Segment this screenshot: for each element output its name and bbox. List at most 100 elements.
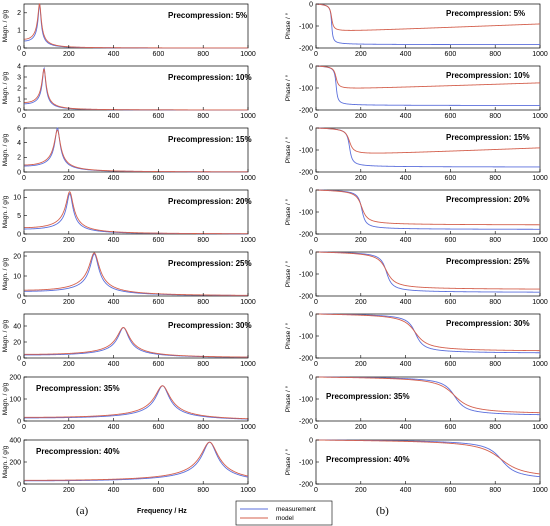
magnitude-x-tick-label: 600 <box>153 487 165 494</box>
phase-y-axis-label: Phase / ° <box>284 322 292 349</box>
phase-x-tick-label: 800 <box>489 51 501 58</box>
phase-y-tick-label: -100 <box>299 147 313 154</box>
magnitude-y-tick-label: 0 <box>17 293 21 300</box>
phase-x-tick-label: 200 <box>355 361 367 368</box>
magnitude-series-model <box>24 385 249 420</box>
phase-x-tick-label: 400 <box>400 424 412 431</box>
phase-x-tick-label: 600 <box>445 175 457 182</box>
magnitude-x-tick-label: 1000 <box>240 487 256 494</box>
magnitude-x-tick-label: 200 <box>63 487 75 494</box>
phase-x-tick-label: 400 <box>400 361 412 368</box>
magnitude-y-tick-label: 10 <box>13 195 21 202</box>
phase-x-tick-label: 0 <box>314 51 318 58</box>
row-4: 0 5 10 0 200 400 600 800 1000 Magn. / g/g Precompr… <box>2 187 548 244</box>
phase-series-model <box>315 127 541 154</box>
magnitude-panel: 0 100 200 0 200 400 600 800 1000 Magn. / g/g Preco… <box>2 374 256 431</box>
magnitude-series-model <box>24 191 248 235</box>
magnitude-y-tick-label: 4 <box>17 140 21 147</box>
phase-annotation: Precompression: 5% <box>446 9 525 18</box>
magnitude-panel: 0 2 4 6 0 200 400 600 800 1000 Magn. / g/g Precompr… <box>2 125 256 182</box>
magnitude-y-tick-label: 10 <box>13 273 21 280</box>
magnitude-x-tick-label: 600 <box>153 51 165 58</box>
magnitude-x-tick-label: 400 <box>108 299 120 306</box>
magnitude-x-tick-label: 600 <box>153 361 165 368</box>
phase-panel: -200 -100 0 0 200 400 600 800 1000 Phase / ° Preco… <box>284 63 548 120</box>
magnitude-x-tick-label: 200 <box>63 237 75 244</box>
magnitude-y-tick-label: 5 <box>17 213 21 220</box>
legend-box <box>235 500 333 526</box>
phase-axes-frame <box>315 127 541 173</box>
magnitude-y-tick-label: 0 <box>17 418 21 425</box>
phase-y-tick-label: -200 <box>299 355 313 362</box>
phase-y-axis-label: Phase / ° <box>284 74 292 101</box>
phase-x-tick-label: 600 <box>445 299 457 306</box>
row-7: 0 100 200 0 200 400 600 800 1000 Magn. / g/g Preco… <box>2 374 548 431</box>
phase-y-tick-label: -100 <box>299 396 313 403</box>
phase-y-tick-label: -200 <box>299 107 313 114</box>
magnitude-series-model <box>24 129 248 173</box>
magnitude-x-tick-label: 800 <box>197 175 209 182</box>
magnitude-y-tick-label: 2 <box>17 10 21 17</box>
magnitude-axes-frame <box>23 439 249 485</box>
legend-label-model: model <box>276 515 294 522</box>
row-2: 0 1 2 3 4 0 200 400 600 800 1000 Magn. / g/g Precomp… <box>2 63 548 120</box>
magnitude-annotation: Precompression: 20% <box>168 197 252 206</box>
magnitude-panel: 0 1 2 0 200 400 600 800 1000 Magn. / g/g Precompre… <box>2 2 256 58</box>
phase-y-tick-label: 0 <box>309 374 313 381</box>
magnitude-axes-frame <box>23 189 249 235</box>
magnitude-x-tick-label: 200 <box>63 361 75 368</box>
panel-label-left: (a) <box>76 505 89 517</box>
phase-panel: -200 -100 0 0 200 400 600 800 1000 Phase / ° Preco… <box>284 437 548 494</box>
phase-x-tick-label: 0 <box>314 487 318 494</box>
magnitude-x-tick-label: 800 <box>197 299 209 306</box>
magnitude-x-tick-label: 200 <box>63 299 75 306</box>
phase-x-tick-label: 600 <box>445 237 457 244</box>
phase-panel: -200 -100 0 0 200 400 600 800 1000 Phase / ° Preco… <box>284 125 548 182</box>
magnitude-y-tick-label: 0 <box>17 231 21 238</box>
magnitude-series-model <box>24 252 249 296</box>
magnitude-x-tick-label: 0 <box>22 175 26 182</box>
phase-panel: -200 -100 0 0 200 400 600 800 1000 Phase / ° Preco… <box>284 187 548 244</box>
phase-series-model <box>315 313 540 352</box>
phase-x-tick-label: 200 <box>355 51 367 58</box>
phase-x-tick-label: 400 <box>400 487 412 494</box>
phase-annotation: Precompression: 35% <box>326 392 410 401</box>
phase-x-tick-label: 400 <box>400 299 412 306</box>
phase-series-model <box>315 65 541 89</box>
magnitude-y-tick-label: 0 <box>17 355 21 362</box>
magnitude-x-tick-label: 0 <box>22 113 26 120</box>
phase-series-measurement <box>316 189 540 230</box>
magnitude-annotation: Precompression: 40% <box>36 447 120 456</box>
magnitude-x-tick-label: 200 <box>63 424 75 431</box>
phase-x-tick-label: 600 <box>445 113 457 120</box>
magnitude-x-tick-label: 600 <box>153 237 165 244</box>
phase-x-tick-label: 1000 <box>532 487 548 494</box>
phase-y-tick-label: 0 <box>309 311 313 318</box>
magnitude-axes-frame <box>23 376 249 422</box>
phase-y-tick-label: -100 <box>299 209 313 216</box>
phase-annotation: Precompression: 15% <box>446 133 530 142</box>
magnitude-x-tick-label: 0 <box>22 424 26 431</box>
magnitude-x-tick-label: 0 <box>22 487 26 494</box>
magnitude-x-tick-label: 1000 <box>240 361 256 368</box>
magnitude-axes-frame <box>23 251 249 297</box>
magnitude-y-tick-label: 0 <box>17 107 21 114</box>
magnitude-x-tick-label: 800 <box>197 361 209 368</box>
magnitude-series-measurement <box>24 385 249 420</box>
phase-x-tick-label: 800 <box>489 424 501 431</box>
magnitude-y-tick-label: 0 <box>17 481 21 488</box>
magnitude-y-tick-label: 1 <box>17 96 21 103</box>
phase-panel: -200 -100 0 0 200 400 600 800 1000 Phase / ° Preco… <box>284 311 548 368</box>
phase-y-axis-label: Phase / ° <box>284 448 292 475</box>
phase-y-tick-label: -200 <box>299 169 313 176</box>
phase-annotation: Precompression: 25% <box>446 257 530 266</box>
magnitude-annotation: Precompression: 35% <box>36 384 120 393</box>
magnitude-x-tick-label: 1000 <box>240 51 256 58</box>
magnitude-y-axis-label: Magn. / g/g <box>2 319 9 352</box>
magnitude-annotation: Precompression: 5% <box>168 11 247 20</box>
x-axis-label: Frequency / Hz <box>137 508 187 515</box>
